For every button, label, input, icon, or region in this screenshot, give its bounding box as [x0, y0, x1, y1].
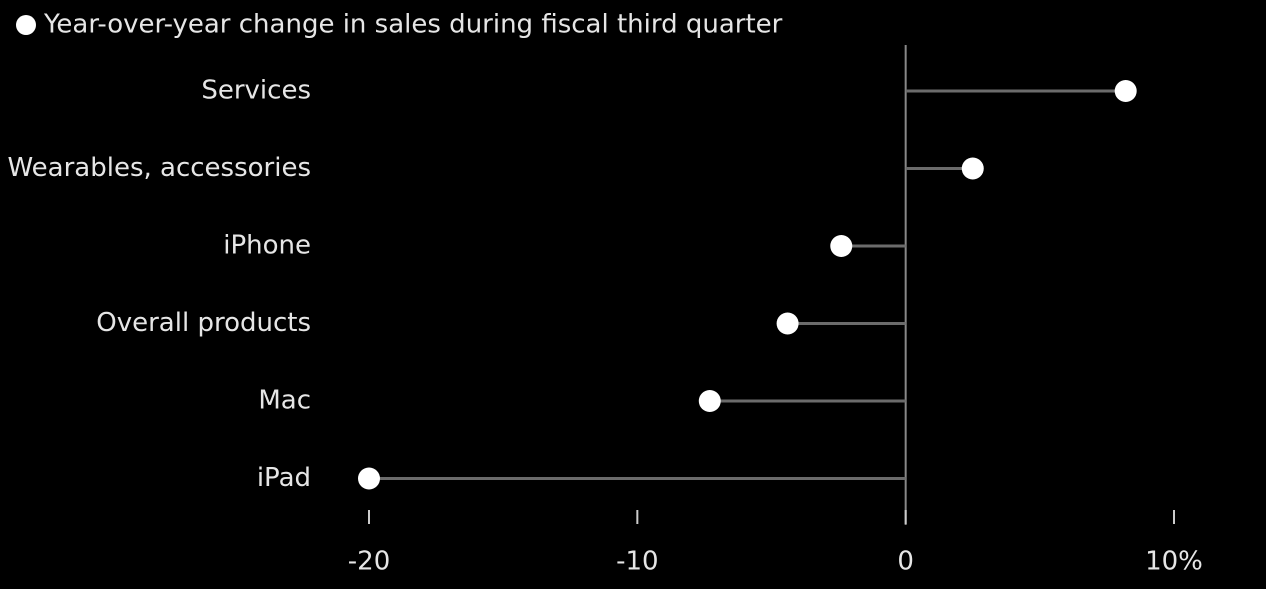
- dot: [776, 312, 799, 335]
- x-tick-label: 0: [897, 547, 914, 577]
- legend-label: Year-over-year change in sales during fi…: [43, 10, 783, 40]
- dot: [1114, 80, 1137, 102]
- y-tick-label: Overall products: [96, 308, 311, 338]
- y-tick-label: Services: [201, 76, 311, 106]
- x-tick-label: -10: [616, 547, 658, 577]
- dot: [830, 235, 853, 257]
- y-tick-label: Mac: [258, 386, 311, 416]
- dot: [358, 467, 380, 490]
- x-tick-label: 10%: [1145, 547, 1203, 577]
- y-tick-label: Wearables, accessories: [7, 153, 311, 183]
- dot: [698, 390, 721, 412]
- legend-marker: [16, 15, 36, 35]
- y-tick-label: iPad: [257, 463, 311, 493]
- dot: [961, 157, 984, 180]
- x-tick-label: -20: [348, 547, 390, 577]
- y-tick-label: iPhone: [223, 231, 311, 261]
